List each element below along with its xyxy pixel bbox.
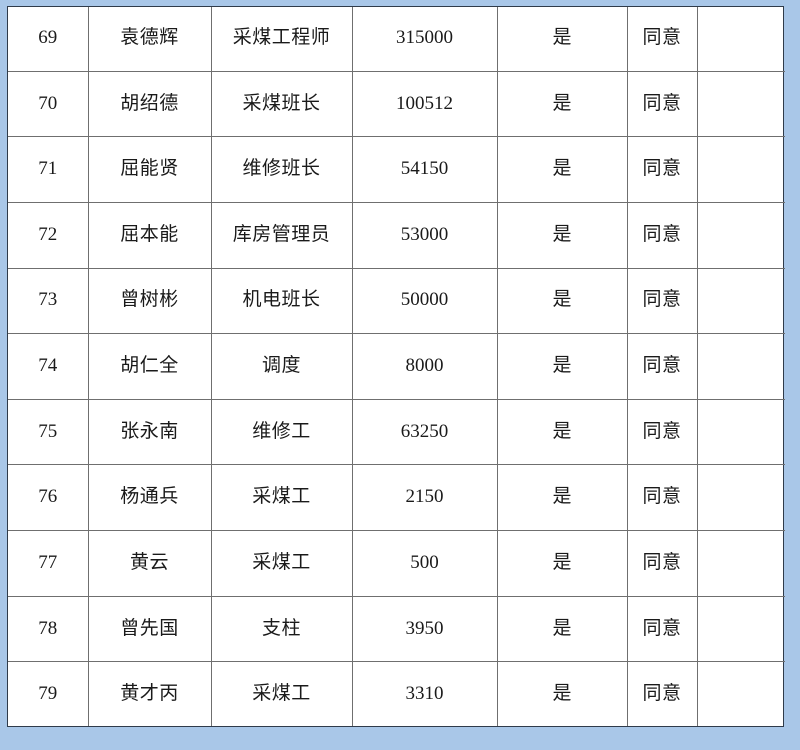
cell-remark[interactable]: [696, 661, 785, 726]
table-row[interactable]: 75 张永南 维修工 63250 是同意: [8, 398, 785, 466]
roster-table-body: 69 袁德辉 采煤工程师 315000 是同意 70 胡绍德 采煤班长 100512 是同意 71 屈…: [8, 7, 785, 726]
cell-job-title[interactable]: 机电班长: [210, 267, 353, 335]
cell-remark[interactable]: [696, 333, 785, 400]
cell-job-title[interactable]: 支柱: [210, 595, 353, 663]
cell-sequence-number[interactable]: 71: [8, 136, 89, 203]
cell-remark[interactable]: [696, 267, 785, 335]
cell-sequence-number[interactable]: 72: [8, 201, 89, 269]
table-row[interactable]: 71 屈能贤 维修班长 54150 是同意: [8, 136, 785, 203]
cell-review-result[interactable]: 同意: [626, 136, 698, 203]
table-row[interactable]: 76 杨通兵 采煤工 2150 是同意: [8, 464, 785, 531]
cell-amount[interactable]: 3950: [351, 595, 498, 663]
cell-eligible-flag[interactable]: 是: [496, 7, 628, 72]
cell-job-title[interactable]: 采煤班长: [210, 70, 353, 138]
cell-eligible-flag[interactable]: 是: [496, 530, 628, 597]
cell-sequence-number[interactable]: 77: [8, 530, 89, 597]
cell-amount[interactable]: 100512: [351, 70, 498, 138]
table-row[interactable]: 72 屈本能 库房管理员 53000 是同意: [8, 201, 785, 269]
cell-person-name[interactable]: 屈本能: [87, 201, 212, 269]
cell-amount[interactable]: 8000: [351, 333, 498, 400]
cell-sequence-number[interactable]: 75: [8, 398, 89, 466]
cell-amount[interactable]: 3310: [351, 661, 498, 726]
cell-review-result[interactable]: 同意: [626, 464, 698, 531]
cell-review-result[interactable]: 同意: [626, 70, 698, 138]
cell-eligible-flag[interactable]: 是: [496, 136, 628, 203]
cell-review-result[interactable]: 同意: [626, 398, 698, 466]
cell-review-result[interactable]: 同意: [626, 530, 698, 597]
cell-sequence-number[interactable]: 74: [8, 333, 89, 400]
cell-review-result[interactable]: 同意: [626, 267, 698, 335]
cell-person-name[interactable]: 曾先国: [87, 595, 212, 663]
cell-eligible-flag[interactable]: 是: [496, 333, 628, 400]
cell-amount[interactable]: 53000: [351, 201, 498, 269]
cell-remark[interactable]: [696, 530, 785, 597]
cell-review-result[interactable]: 同意: [626, 201, 698, 269]
cell-amount[interactable]: 50000: [351, 267, 498, 335]
cell-review-result[interactable]: 同意: [626, 333, 698, 400]
cell-person-name[interactable]: 胡仁全: [87, 333, 212, 400]
cell-remark[interactable]: [696, 201, 785, 269]
cell-job-title[interactable]: 采煤工: [210, 661, 353, 726]
cell-person-name[interactable]: 黄才丙: [87, 661, 212, 726]
cell-eligible-flag[interactable]: 是: [496, 661, 628, 726]
cell-sequence-number[interactable]: 78: [8, 595, 89, 663]
cell-eligible-flag[interactable]: 是: [496, 70, 628, 138]
document-page: 69 袁德辉 采煤工程师 315000 是同意 70 胡绍德 采煤班长 100512 是同意 71 屈…: [7, 6, 785, 727]
cell-remark[interactable]: [696, 7, 785, 72]
cell-remark[interactable]: [696, 595, 785, 663]
cell-remark[interactable]: [696, 70, 785, 138]
cell-person-name[interactable]: 胡绍德: [87, 70, 212, 138]
table-row[interactable]: 69 袁德辉 采煤工程师 315000 是同意: [8, 7, 785, 72]
cell-person-name[interactable]: 黄云: [87, 530, 212, 597]
cell-job-title[interactable]: 维修班长: [210, 136, 353, 203]
cell-person-name[interactable]: 袁德辉: [87, 7, 212, 72]
cell-amount[interactable]: 2150: [351, 464, 498, 531]
cell-person-name[interactable]: 张永南: [87, 398, 212, 466]
cell-job-title[interactable]: 调度: [210, 333, 353, 400]
cell-remark[interactable]: [696, 398, 785, 466]
cell-eligible-flag[interactable]: 是: [496, 398, 628, 466]
table-row[interactable]: 70 胡绍德 采煤班长 100512 是同意: [8, 70, 785, 138]
table-row[interactable]: 74 胡仁全 调度 8000 是同意: [8, 333, 785, 400]
cell-person-name[interactable]: 曾树彬: [87, 267, 212, 335]
cell-amount[interactable]: 315000: [351, 7, 498, 72]
cell-job-title[interactable]: 采煤工程师: [210, 7, 353, 72]
cell-person-name[interactable]: 杨通兵: [87, 464, 212, 531]
cell-remark[interactable]: [696, 464, 785, 531]
cell-review-result[interactable]: 同意: [626, 7, 698, 72]
cell-review-result[interactable]: 同意: [626, 595, 698, 663]
roster-table: 69 袁德辉 采煤工程师 315000 是同意 70 胡绍德 采煤班长 100512 是同意 71 屈…: [8, 7, 785, 726]
cell-amount[interactable]: 54150: [351, 136, 498, 203]
cell-sequence-number[interactable]: 69: [8, 7, 89, 72]
cell-sequence-number[interactable]: 76: [8, 464, 89, 531]
table-row[interactable]: 78 曾先国 支柱 3950 是同意: [8, 595, 785, 663]
cell-eligible-flag[interactable]: 是: [496, 201, 628, 269]
cell-amount[interactable]: 63250: [351, 398, 498, 466]
cell-job-title[interactable]: 采煤工: [210, 530, 353, 597]
cell-job-title[interactable]: 维修工: [210, 398, 353, 466]
cell-review-result[interactable]: 同意: [626, 661, 698, 726]
cell-amount[interactable]: 500: [351, 530, 498, 597]
cell-remark[interactable]: [696, 136, 785, 203]
cell-eligible-flag[interactable]: 是: [496, 595, 628, 663]
cell-eligible-flag[interactable]: 是: [496, 267, 628, 335]
cell-person-name[interactable]: 屈能贤: [87, 136, 212, 203]
cell-sequence-number[interactable]: 73: [8, 267, 89, 335]
table-row[interactable]: 73 曾树彬 机电班长 50000 是同意: [8, 267, 785, 335]
table-row[interactable]: 77 黄云 采煤工 500 是同意: [8, 530, 785, 597]
cell-eligible-flag[interactable]: 是: [496, 464, 628, 531]
cell-sequence-number[interactable]: 79: [8, 661, 89, 726]
cell-job-title[interactable]: 采煤工: [210, 464, 353, 531]
table-row[interactable]: 79 黄才丙 采煤工 3310 是同意: [8, 661, 785, 726]
cell-sequence-number[interactable]: 70: [8, 70, 89, 138]
cell-job-title[interactable]: 库房管理员: [210, 201, 353, 269]
